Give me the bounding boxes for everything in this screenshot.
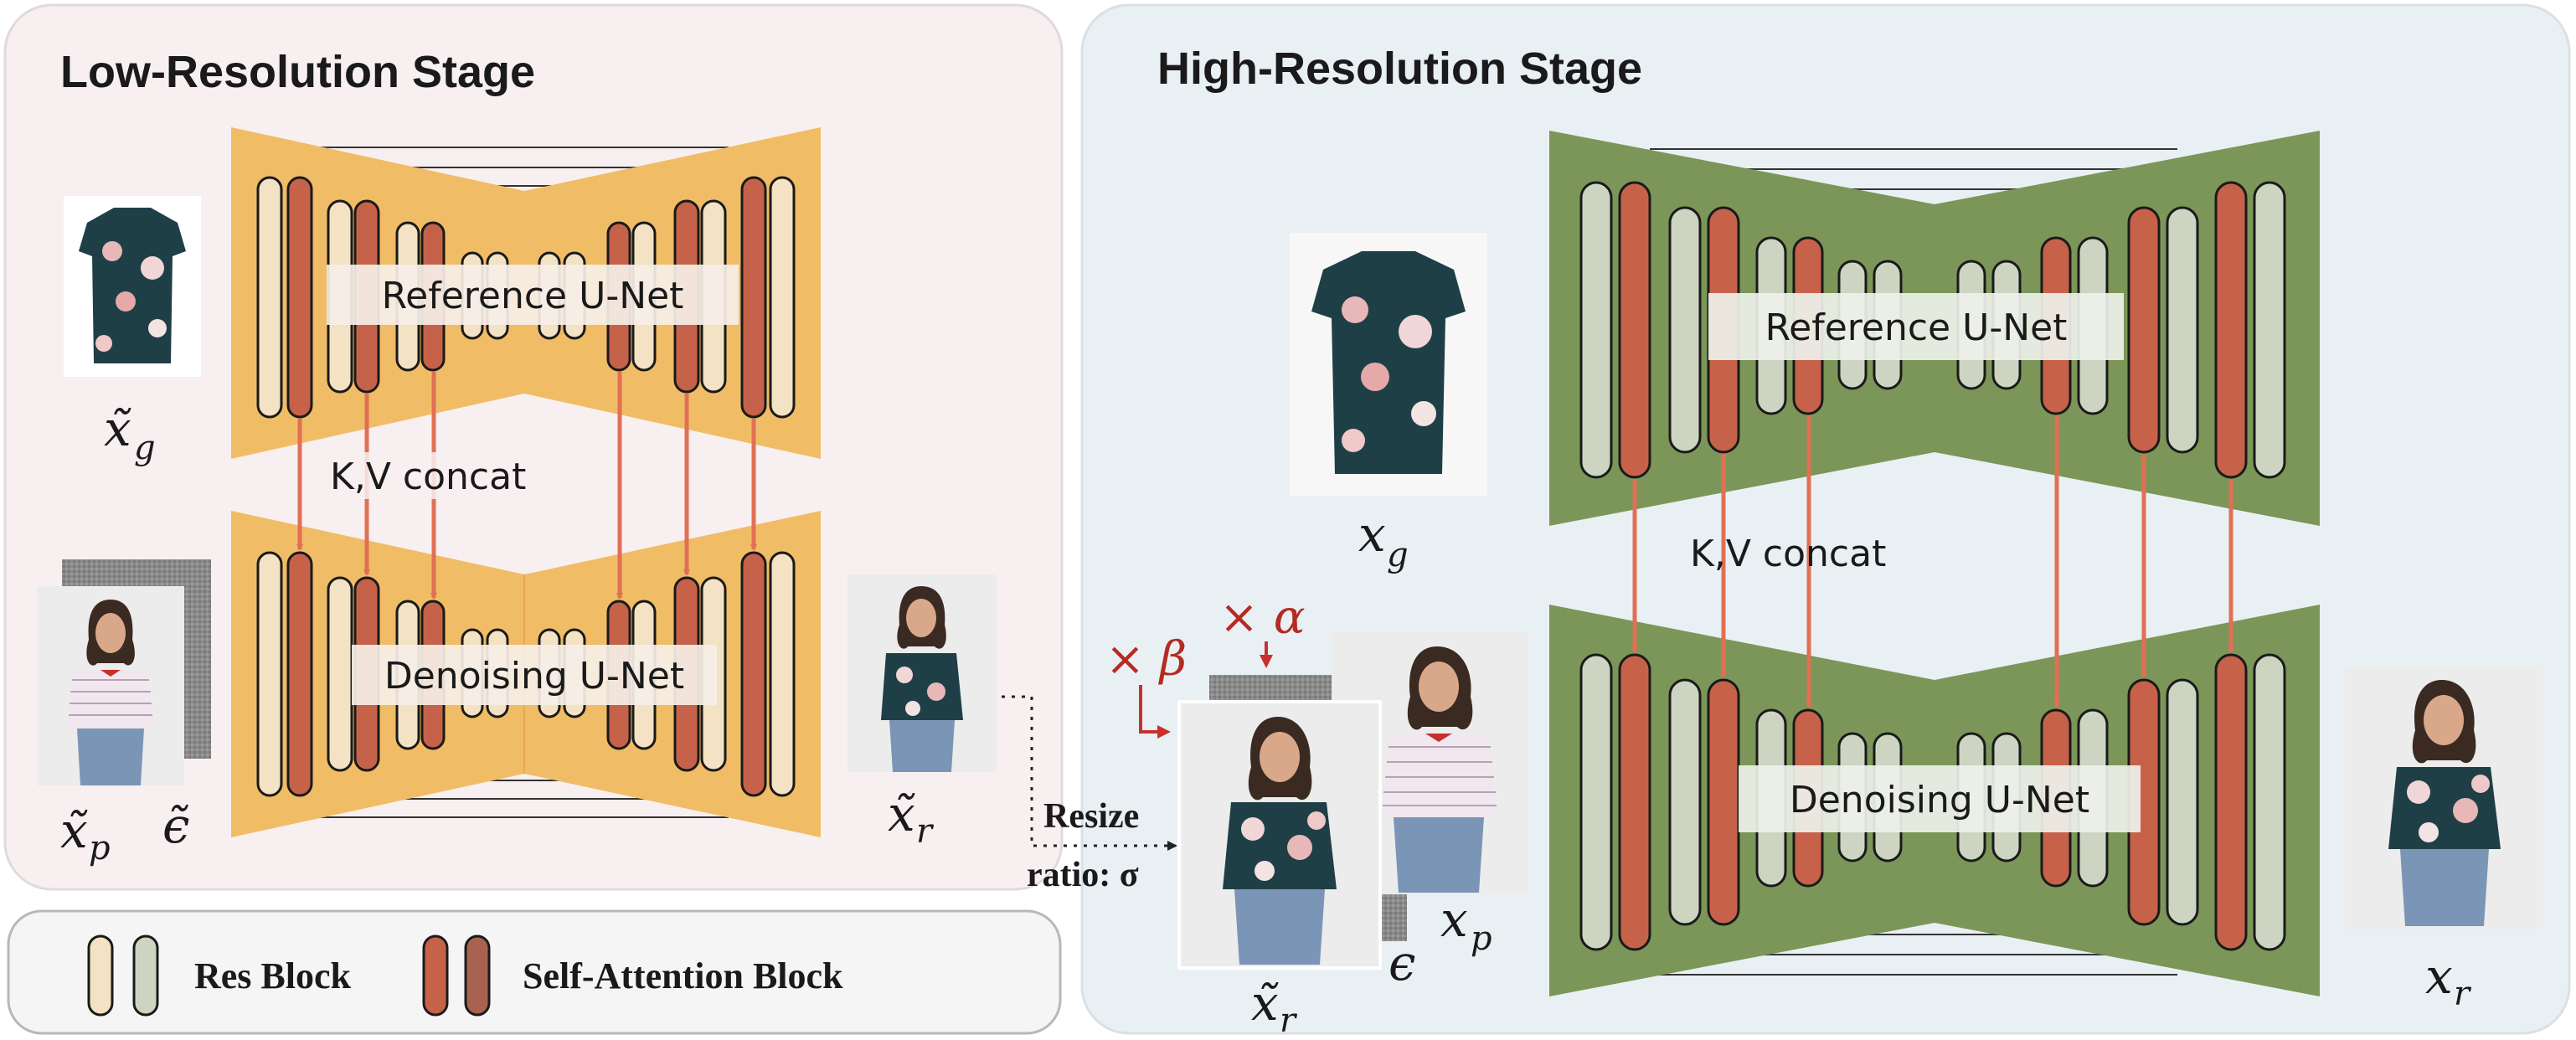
low-kv-concat-label: K,V concat — [330, 456, 526, 498]
legend-res-block-label: Res Block — [194, 955, 352, 996]
low-garment-image — [64, 196, 201, 377]
low-denoising-unet-label: Denoising U-Net — [384, 655, 684, 698]
high-garment-symbol: x — [1358, 506, 1386, 563]
low-reference-unet-label: Reference U-Net — [382, 275, 684, 317]
high-res-title: High-Resolution Stage — [1157, 44, 1642, 94]
high-noise-symbol: ϵ — [1388, 934, 1415, 991]
low-person-symbol: x̃ — [60, 802, 88, 859]
low-res-title: Low-Resolution Stage — [60, 47, 535, 97]
low-result-symbol: x̃ — [888, 785, 915, 842]
high-denoising-blocks — [1579, 653, 2286, 951]
high-garment-image — [1290, 233, 1487, 496]
low-result-image — [848, 574, 997, 772]
high-person-symbol: x — [1440, 891, 1468, 948]
high-person-subscript: p — [1471, 919, 1492, 958]
resize-ratio-label: ratio: σ — [1027, 856, 1139, 894]
low-kv-arrows — [296, 372, 757, 600]
high-denoising-unet-label: Denoising U-Net — [1790, 779, 2089, 821]
high-denoising-label-bg — [1739, 765, 2141, 832]
high-result-subscript: r — [2454, 975, 2472, 1013]
beta-scale-label: × β — [1105, 632, 1187, 687]
legend-res-block-icons — [87, 934, 159, 1017]
alpha-scale-label: × α — [1219, 590, 1306, 645]
high-lowres-input-symbol: x̃ — [1251, 975, 1279, 1032]
legend-attn-block-icons — [422, 934, 491, 1017]
low-noise-symbol: ϵ̃ — [162, 797, 189, 854]
high-kv-arrows — [1631, 415, 2234, 708]
legend-attn-block-label: Self-Attention Block — [523, 955, 843, 996]
high-result-image — [2345, 667, 2543, 929]
low-result-subscript: r — [916, 812, 935, 851]
low-garment-symbol: x̃ — [104, 400, 131, 457]
high-reference-label-bg — [1708, 293, 2124, 360]
high-lowres-input-image — [1177, 700, 1382, 970]
legend-panel — [7, 909, 1062, 1035]
resize-connector — [1002, 695, 1177, 851]
high-result-symbol: x — [2425, 948, 2453, 1005]
high-reference-unet-label: Reference U-Net — [1765, 306, 2068, 349]
high-garment-subscript: g — [1387, 536, 1409, 574]
high-kv-concat-label: K,V concat — [1690, 533, 1886, 575]
low-denoising-label-bg — [352, 645, 717, 705]
low-person-subscript: p — [89, 829, 111, 868]
high-lowres-input-subscript: r — [1280, 1001, 1298, 1040]
resize-label: Resize — [1043, 797, 1139, 836]
low-garment-subscript: g — [134, 429, 156, 467]
low-person-image — [37, 586, 184, 785]
low-reference-label-bg — [327, 265, 739, 325]
beta-arrow — [1139, 685, 1171, 739]
